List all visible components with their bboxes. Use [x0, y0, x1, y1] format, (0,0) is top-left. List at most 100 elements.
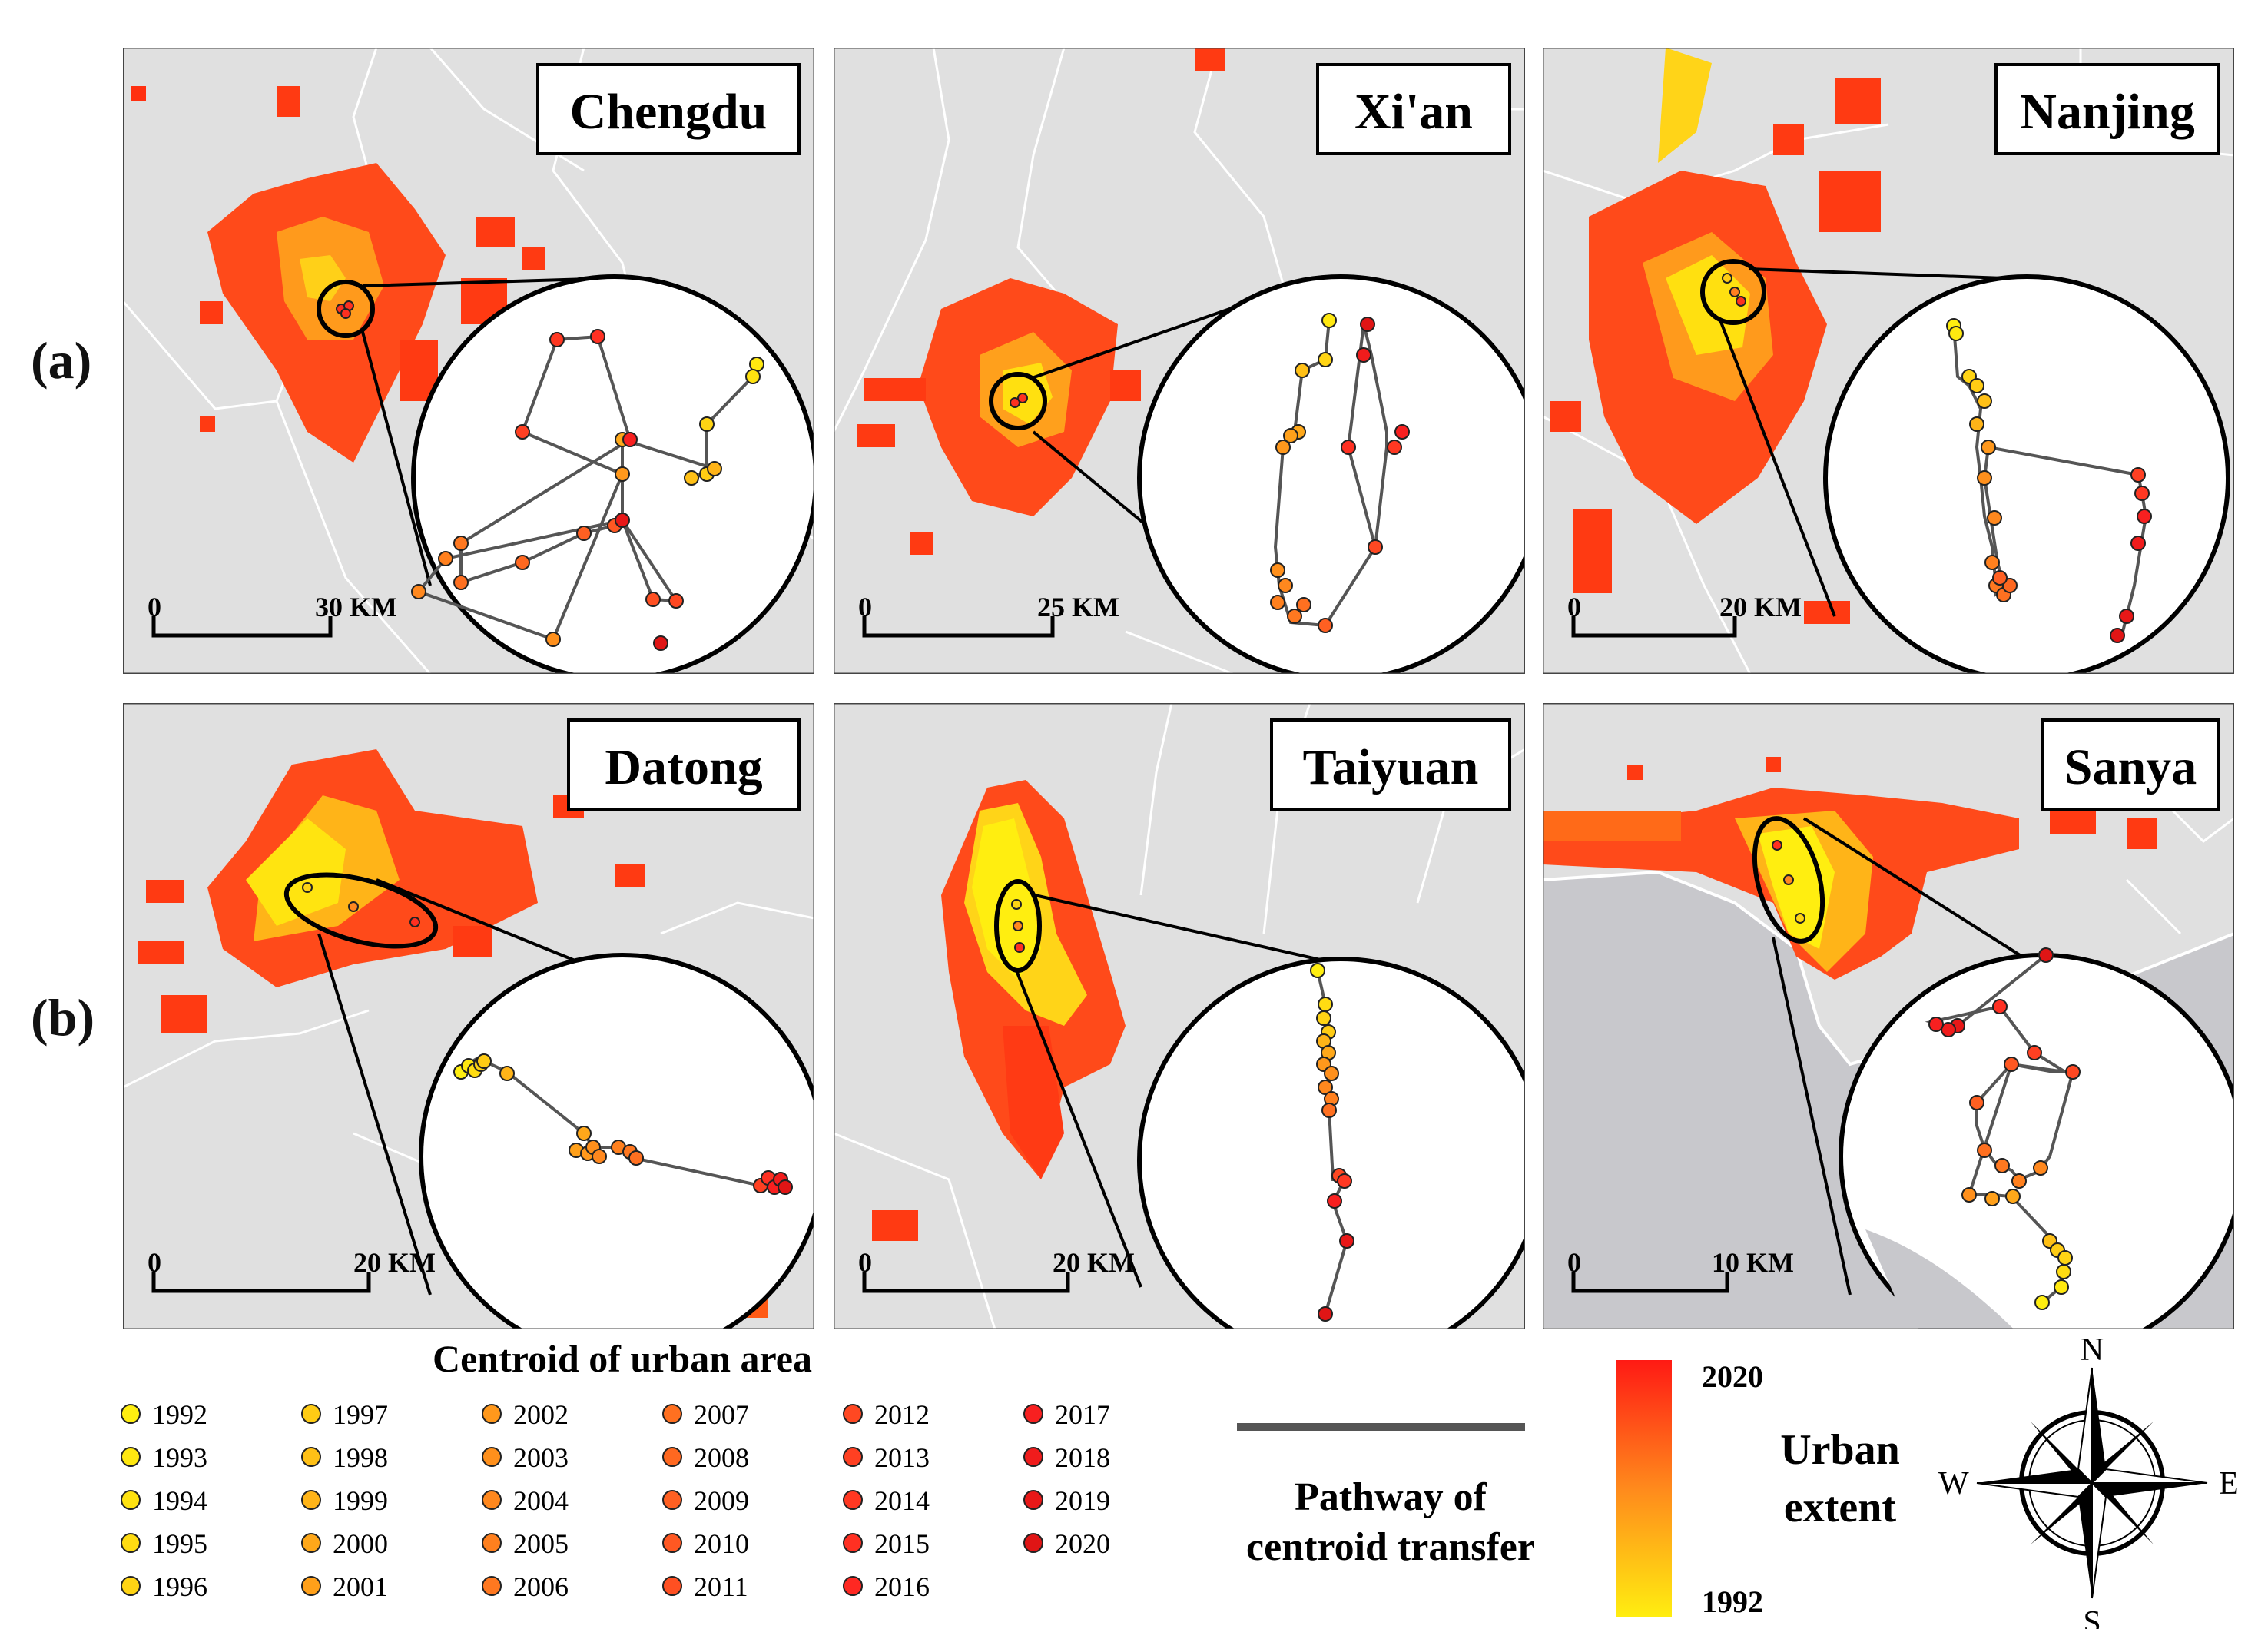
scale-zero: 0	[1567, 592, 1581, 622]
scale-zero: 0	[858, 1247, 872, 1278]
year-marker-2008	[662, 1447, 682, 1467]
year-marker-1994	[121, 1490, 141, 1510]
year-label-1993: 1993	[152, 1442, 207, 1473]
urban-extent-label-line2: extent	[1784, 1484, 1897, 1531]
scale-bar: 0 10 KM	[1567, 1247, 1794, 1293]
centroid-cluster	[1722, 273, 1746, 307]
row-label-b: (b)	[31, 988, 95, 1047]
year-marker-2014	[843, 1490, 863, 1510]
year-marker-2005	[482, 1533, 502, 1553]
zoom-inset	[1137, 274, 1525, 674]
map-panel-datong: Datong 0 20 KM	[123, 703, 814, 1329]
city-label-box: Xi'an	[1316, 63, 1511, 155]
year-label-1994: 1994	[152, 1485, 207, 1516]
urban-extent-patches	[872, 780, 1126, 1241]
city-label-box: Datong	[567, 718, 801, 811]
year-marker-2007	[662, 1404, 682, 1424]
year-label-2008: 2008	[694, 1442, 749, 1473]
year-marker-1995	[121, 1533, 141, 1553]
year-marker-2012	[843, 1404, 863, 1424]
year-label-2014: 2014	[874, 1485, 930, 1516]
year-label-2001: 2001	[333, 1571, 388, 1602]
year-marker-2000	[301, 1533, 321, 1553]
year-label-1997: 1997	[333, 1399, 388, 1430]
year-label-2016: 2016	[874, 1571, 930, 1602]
centroid-points	[453, 1053, 793, 1195]
year-label-1999: 1999	[333, 1485, 388, 1516]
year-label-2018: 2018	[1055, 1442, 1110, 1473]
scale-zero: 0	[858, 592, 872, 622]
map-panel-chengdu: Chengdu 0 30 KM	[123, 48, 814, 674]
city-label-box: Taiyuan	[1270, 718, 1511, 811]
centroid-points	[1310, 963, 1354, 1322]
city-name: Nanjing	[2020, 84, 2194, 140]
urban-extent-patches	[1550, 48, 2019, 674]
map-panel-sanya: Sanya 0 10 KM	[1543, 703, 2234, 1329]
centroid-points	[1946, 318, 2152, 643]
scale-zero: 0	[1567, 1247, 1581, 1278]
urban-extent-patches	[131, 86, 545, 463]
year-marker-2019	[1023, 1490, 1043, 1510]
city-name: Sanya	[2064, 739, 2197, 795]
compass-w: W	[1938, 1466, 1969, 1501]
year-marker-2003	[482, 1447, 502, 1467]
year-marker-1997	[301, 1404, 321, 1424]
row-label-a: (a)	[31, 331, 92, 390]
city-name: Chengdu	[570, 84, 768, 140]
centroid-highlight	[284, 872, 439, 949]
centroid-points	[411, 329, 764, 651]
centroid-cluster	[1772, 840, 1805, 924]
year-label-2019: 2019	[1055, 1485, 1110, 1516]
year-marker-1999	[301, 1490, 321, 1510]
scale-end: 20 KM	[1719, 592, 1802, 622]
centroid-legend-title: Centroid of urban area	[433, 1337, 812, 1380]
year-label-2004: 2004	[513, 1485, 569, 1516]
map-panel-taiyuan: Taiyuan 0 20 KM	[834, 703, 1525, 1329]
map-legend: Centroid of urban area 19921993199419951…	[121, 1337, 2239, 1629]
year-label-2020: 2020	[1055, 1528, 1110, 1559]
year-marker-2011	[662, 1576, 682, 1596]
pathway-label-line2: centroid transfer	[1246, 1525, 1535, 1569]
year-label-2000: 2000	[333, 1528, 388, 1559]
centroid-cluster	[1011, 899, 1025, 953]
year-marker-2001	[301, 1576, 321, 1596]
year-label-2005: 2005	[513, 1528, 569, 1559]
ramp-bottom-label: 1992	[1702, 1584, 1763, 1619]
year-label-2003: 2003	[513, 1442, 569, 1473]
scale-bar: 0 20 KM	[148, 1247, 436, 1293]
urban-extent-label-line1: Urban	[1780, 1426, 1900, 1474]
year-marker-2010	[662, 1533, 682, 1553]
map-panel-xian: Xi'an 0 25 KM	[834, 48, 1525, 674]
city-name: Datong	[605, 739, 762, 795]
city-name: Xi'an	[1354, 84, 1473, 140]
year-marker-1996	[121, 1576, 141, 1596]
year-label-2011: 2011	[694, 1571, 748, 1602]
centroid-cluster	[302, 882, 420, 927]
scale-bar: 0 20 KM	[858, 1247, 1135, 1293]
year-label-2006: 2006	[513, 1571, 569, 1602]
scale-bar: 0 20 KM	[1567, 592, 1802, 638]
year-label-2010: 2010	[694, 1528, 749, 1559]
map-panel-nanjing: Nanjing 0 20 KM	[1543, 48, 2234, 674]
centroid-cluster	[336, 300, 354, 319]
north-arrow-compass: N S E W	[1938, 1337, 2239, 1629]
scale-end: 30 KM	[315, 592, 397, 622]
scale-bar: 0 30 KM	[148, 592, 397, 638]
inset-sea	[1865, 1229, 2014, 1329]
scale-end: 25 KM	[1037, 592, 1119, 622]
year-marker-2006	[482, 1576, 502, 1596]
year-label-2007: 2007	[694, 1399, 749, 1430]
centroid-highlight	[989, 372, 1047, 430]
year-marker-1993	[121, 1447, 141, 1467]
city-label-box: Nanjing	[1994, 63, 2220, 155]
centroid-cluster	[1010, 393, 1028, 408]
urban-extent-patches	[1543, 757, 2196, 980]
year-marker-2016	[843, 1576, 863, 1596]
year-legend-grid: 1992 1993 1994 1995 1996 1997 1998 1999 2000 2001…	[121, 1399, 1110, 1602]
scale-zero: 0	[148, 1247, 161, 1278]
compass-e: E	[2219, 1466, 2239, 1501]
year-marker-2020	[1023, 1533, 1043, 1553]
year-label-1998: 1998	[333, 1442, 388, 1473]
year-marker-2018	[1023, 1447, 1043, 1467]
centroid-points	[1928, 947, 2081, 1310]
